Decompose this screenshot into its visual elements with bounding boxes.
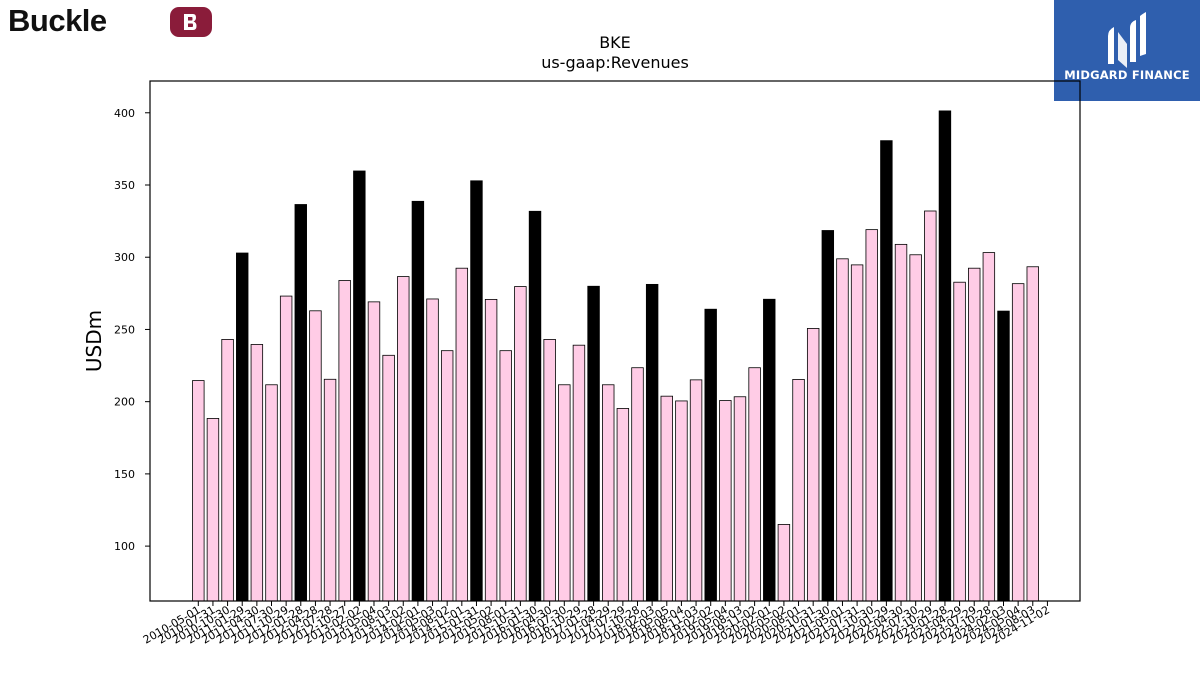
bar [1026, 266, 1039, 602]
y-axis-label: USDm [82, 310, 106, 372]
bar [353, 170, 366, 602]
bar [528, 210, 542, 602]
bar [221, 339, 234, 602]
bar [265, 384, 278, 602]
y-tick-label: 300 [114, 251, 135, 264]
bar [894, 243, 908, 602]
bar [880, 140, 893, 602]
watermark-text: MIDGARD FINANCE [1064, 68, 1190, 82]
bar [953, 281, 966, 602]
bar [470, 180, 483, 602]
bar [206, 418, 220, 602]
bar [836, 258, 849, 602]
bar [294, 204, 307, 602]
bar [982, 252, 996, 602]
y-tick-label: 200 [114, 396, 135, 409]
bar [602, 384, 615, 602]
bar [338, 280, 351, 602]
bar [616, 408, 630, 602]
bar [806, 328, 820, 602]
midgard-m-icon [1108, 12, 1146, 68]
bars-group [192, 110, 1039, 602]
plot-frame [149, 80, 1081, 602]
bar [997, 310, 1010, 602]
bar [909, 254, 922, 602]
bar [455, 267, 469, 602]
bar [397, 276, 410, 602]
chart-title: BKE [599, 33, 631, 52]
bar [499, 350, 512, 602]
bar [250, 344, 264, 602]
bar [733, 396, 747, 602]
y-tick-label: 100 [114, 540, 135, 553]
bar [484, 298, 498, 602]
bar [558, 384, 571, 602]
bar [411, 200, 425, 602]
bar [938, 110, 952, 602]
bar [309, 310, 322, 602]
brand-badge [170, 7, 212, 37]
bar [968, 267, 981, 602]
bar [792, 379, 805, 602]
buckle-logo: Buckle [4, 2, 214, 40]
bar [192, 380, 205, 602]
bar [748, 367, 761, 602]
y-axis: 100 150 200 250 300 350 400 [114, 107, 150, 553]
bar [645, 283, 659, 602]
bar [279, 295, 293, 602]
bar [924, 210, 937, 602]
bar [660, 395, 673, 602]
chart-subtitle: us-gaap:Revenues [541, 53, 689, 72]
bar [631, 367, 644, 602]
bar [1011, 283, 1025, 602]
bar [821, 230, 835, 602]
bar [514, 286, 527, 602]
bar [689, 379, 703, 602]
y-tick-label: 150 [114, 468, 135, 481]
bar [704, 308, 717, 602]
bar [367, 301, 381, 602]
bar [719, 400, 732, 602]
y-tick-label: 400 [114, 107, 135, 120]
midgard-finance-badge: MIDGARD FINANCE [1054, 0, 1200, 101]
bar [572, 344, 586, 602]
bar [587, 285, 600, 602]
bar [426, 298, 439, 602]
bar [850, 264, 864, 602]
bar [865, 229, 878, 602]
y-tick-label: 250 [114, 323, 135, 336]
bar [440, 350, 454, 602]
bar [777, 524, 791, 602]
bar [236, 252, 249, 602]
bar [763, 298, 776, 602]
bar [543, 339, 556, 602]
x-axis: 2010-05-012010-07-312010-10-302011-01-29… [141, 601, 1052, 647]
bar [323, 378, 337, 602]
y-tick-label: 350 [114, 179, 135, 192]
bar [382, 354, 395, 602]
brand-b-icon [184, 14, 197, 30]
bar [675, 400, 688, 602]
brand-name: Buckle [8, 3, 107, 38]
